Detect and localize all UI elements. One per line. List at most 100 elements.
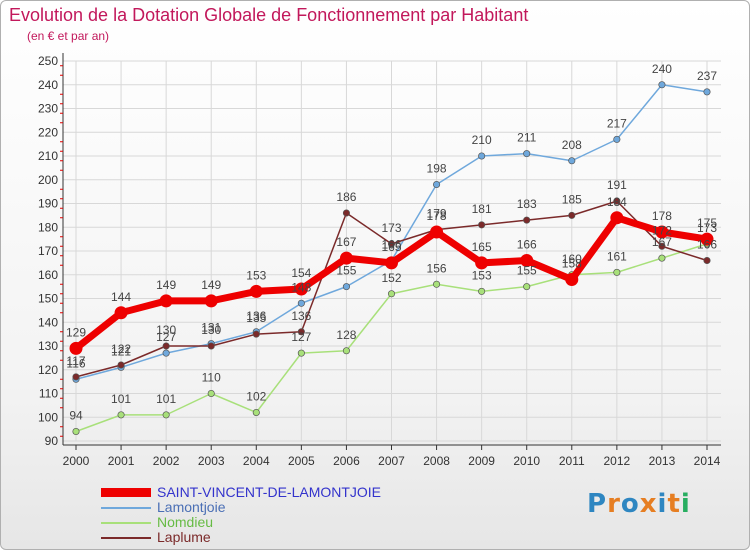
y-tick-label: 110 <box>39 387 58 401</box>
legend-swatch <box>101 537 151 539</box>
data-label: 173 <box>381 221 401 235</box>
data-label: 129 <box>66 325 86 339</box>
data-label: 110 <box>202 371 221 385</box>
data-label: 160 <box>562 252 582 266</box>
logo-letter: o <box>620 489 640 519</box>
data-label: 167 <box>652 235 672 249</box>
x-tick-label: 2001 <box>108 454 135 468</box>
logo-letter: P <box>587 489 608 519</box>
x-tick-label: 2002 <box>153 454 180 468</box>
data-point <box>339 251 353 265</box>
y-tick-label: 120 <box>38 363 58 377</box>
x-tick-label: 2012 <box>604 454 631 468</box>
data-label: 184 <box>607 195 627 209</box>
data-point <box>342 283 350 291</box>
logo-letter: i <box>680 489 691 519</box>
data-label: 210 <box>472 133 492 147</box>
data-point <box>433 280 441 288</box>
data-point <box>478 287 486 295</box>
data-point <box>613 268 621 276</box>
data-point <box>478 152 486 160</box>
data-label: 153 <box>472 268 492 282</box>
data-label: 240 <box>652 62 672 76</box>
data-point <box>658 254 666 262</box>
y-tick-label: 130 <box>38 339 58 353</box>
data-point <box>249 284 263 298</box>
data-label: 117 <box>66 354 85 368</box>
data-label: 101 <box>156 392 176 406</box>
data-point <box>297 349 305 357</box>
x-tick-label: 2005 <box>288 454 315 468</box>
data-point <box>252 330 260 338</box>
data-label: 116 <box>66 356 85 370</box>
y-tick-label: 250 <box>38 54 58 68</box>
data-point <box>613 135 621 143</box>
data-point <box>523 216 531 224</box>
y-tick-label: 220 <box>38 125 58 139</box>
data-point <box>703 88 711 96</box>
chart-subtitle: (en € et par an) <box>27 29 110 43</box>
data-label: 186 <box>336 190 356 204</box>
data-point <box>700 232 714 246</box>
y-tick-label: 140 <box>38 315 58 329</box>
data-label: 128 <box>336 328 356 342</box>
legend-label: Laplume <box>157 529 211 545</box>
legend-swatch <box>101 488 151 497</box>
legend-label: Nomdieu <box>157 514 214 530</box>
y-tick-label: 90 <box>45 434 59 448</box>
data-point <box>610 211 624 225</box>
data-label: 183 <box>517 197 537 211</box>
data-label: 198 <box>427 162 447 176</box>
data-point <box>565 273 579 286</box>
x-tick-label: 2007 <box>378 454 405 468</box>
data-label: 172 <box>652 223 672 237</box>
data-point <box>69 341 83 355</box>
data-point <box>207 389 215 398</box>
x-tick-label: 2000 <box>63 454 90 468</box>
data-label: 149 <box>201 278 221 292</box>
data-point <box>207 342 215 350</box>
data-point <box>430 225 444 239</box>
data-label: 135 <box>246 311 266 325</box>
x-tick-label: 2013 <box>649 454 676 468</box>
y-tick-label: 170 <box>38 244 58 258</box>
x-tick-label: 2008 <box>423 454 450 468</box>
data-label: 156 <box>427 261 447 275</box>
x-tick-label: 2003 <box>198 454 225 468</box>
data-label: 167 <box>336 235 356 249</box>
data-label: 158 <box>562 257 582 271</box>
data-point <box>252 408 260 417</box>
data-point <box>342 209 350 217</box>
data-point <box>294 282 308 296</box>
x-tick-label: 2011 <box>559 454 585 468</box>
data-label: 131 <box>201 321 221 335</box>
data-point <box>117 361 125 369</box>
data-label: 181 <box>472 202 492 216</box>
x-tick-label: 2004 <box>243 454 270 468</box>
data-point <box>613 197 621 205</box>
data-label: 155 <box>336 264 356 278</box>
data-label: 211 <box>517 131 536 145</box>
y-tick-label: 210 <box>38 149 58 163</box>
data-label: 166 <box>697 238 717 252</box>
data-label: 173 <box>697 221 717 235</box>
logo-letter: t <box>667 489 681 519</box>
data-point <box>475 256 489 270</box>
data-label: 178 <box>427 209 447 223</box>
data-label: 130 <box>156 323 176 337</box>
y-tick-label: 150 <box>38 292 58 306</box>
legend-swatch <box>101 522 151 524</box>
data-point <box>478 221 486 229</box>
data-label: 175 <box>697 216 717 230</box>
data-label: 165 <box>381 240 401 254</box>
data-label: 121 <box>111 344 131 358</box>
y-tick-label: 160 <box>38 268 58 282</box>
data-label: 178 <box>652 209 672 223</box>
x-tick-label: 2009 <box>468 454 495 468</box>
logo-letter: x <box>639 489 658 519</box>
data-point <box>433 180 441 189</box>
data-point <box>72 427 80 436</box>
data-point <box>342 347 350 355</box>
